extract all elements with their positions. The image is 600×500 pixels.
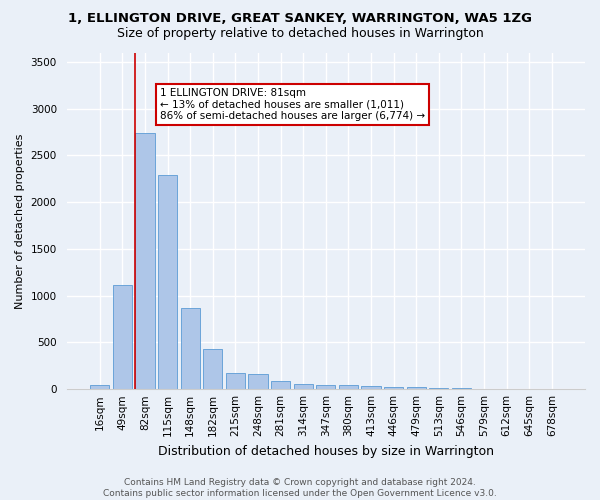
Bar [203,349,223,389]
Bar [361,386,380,389]
Bar [158,175,177,389]
Bar [384,387,403,389]
Bar [407,388,426,389]
Text: Size of property relative to detached houses in Warrington: Size of property relative to detached ho… [116,28,484,40]
Bar [316,384,335,389]
Bar [113,286,132,389]
Bar [181,308,200,389]
Bar [429,388,448,389]
Text: 1 ELLINGTON DRIVE: 81sqm
← 13% of detached houses are smaller (1,011)
86% of sem: 1 ELLINGTON DRIVE: 81sqm ← 13% of detach… [160,88,425,121]
Bar [248,374,268,389]
Y-axis label: Number of detached properties: Number of detached properties [15,133,25,308]
Bar [293,384,313,389]
Bar [452,388,471,389]
Text: Contains HM Land Registry data © Crown copyright and database right 2024.
Contai: Contains HM Land Registry data © Crown c… [103,478,497,498]
Bar [339,384,358,389]
X-axis label: Distribution of detached houses by size in Warrington: Distribution of detached houses by size … [158,444,494,458]
Bar [226,374,245,389]
Bar [136,133,155,389]
Bar [90,384,109,389]
Bar [271,381,290,389]
Text: 1, ELLINGTON DRIVE, GREAT SANKEY, WARRINGTON, WA5 1ZG: 1, ELLINGTON DRIVE, GREAT SANKEY, WARRIN… [68,12,532,26]
